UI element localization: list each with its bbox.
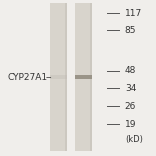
Text: 117: 117 (125, 9, 142, 18)
Text: (kD): (kD) (125, 135, 143, 144)
Text: --: -- (45, 73, 52, 82)
Text: 26: 26 (125, 102, 136, 111)
Bar (90, 3, 92, 151)
Bar (50, 3, 67, 151)
Bar (65, 3, 67, 151)
Text: 85: 85 (125, 26, 136, 35)
Text: 19: 19 (125, 119, 136, 129)
Text: CYP27A1: CYP27A1 (7, 73, 47, 82)
Bar (75, 75, 92, 79)
Text: 48: 48 (125, 66, 136, 76)
Bar (75, 3, 92, 151)
Text: 34: 34 (125, 84, 136, 93)
Bar (50, 75, 67, 79)
